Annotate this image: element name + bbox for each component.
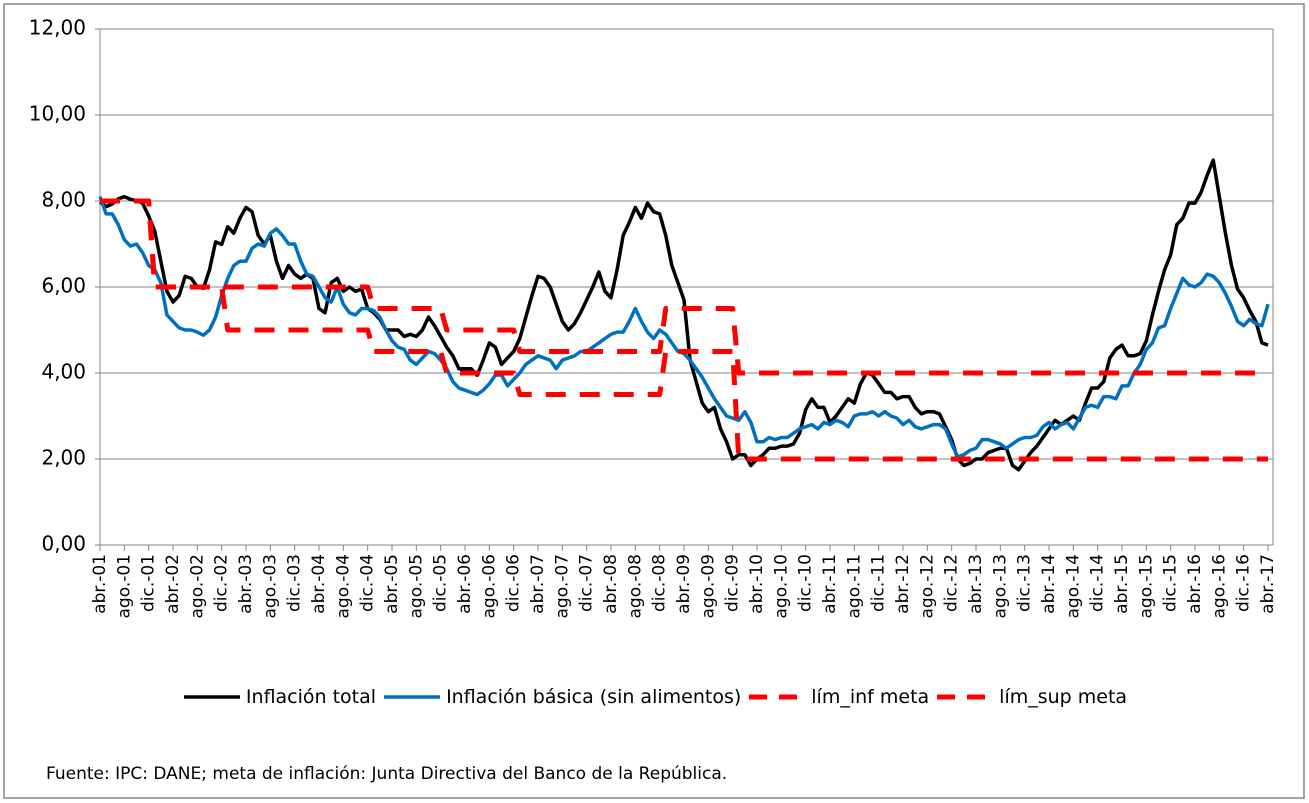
- chart-border: [3, 3, 1305, 799]
- x-tick-label: dic.-16: [1234, 554, 1254, 612]
- x-tick-label: dic.-07: [577, 554, 597, 612]
- y-tick-label: 10,00: [29, 102, 86, 126]
- x-tick-label: dic.-02: [212, 554, 232, 612]
- x-tick-label: abr.-04: [309, 554, 329, 614]
- x-tick-label: ago.-06: [479, 554, 499, 618]
- legend-item: lím_inf meta: [747, 686, 929, 708]
- x-tick-label: ago.-08: [625, 554, 645, 618]
- x-tick-label: ago.-11: [844, 554, 864, 618]
- x-tick-label: abr.-14: [1039, 554, 1059, 614]
- legend-swatch: [384, 695, 441, 699]
- y-tick-label: 12,00: [29, 16, 86, 40]
- x-tick-label: abr.-11: [820, 554, 840, 614]
- x-tick-label: ago.-03: [260, 554, 280, 618]
- legend-item: Inflación total: [182, 686, 376, 708]
- x-tick-label: ago.-15: [1136, 554, 1156, 618]
- x-tick-label: dic.-14: [1088, 554, 1108, 612]
- legend-label: Inflación total: [245, 686, 377, 708]
- legend-swatch: [937, 694, 994, 700]
- y-tick-label: 8,00: [41, 188, 86, 212]
- x-tick-label: abr.-17: [1258, 554, 1278, 614]
- legend-swatch: [183, 695, 240, 699]
- x-tick-label: abr.-12: [893, 554, 913, 614]
- x-tick-label: ago.-05: [406, 554, 426, 618]
- y-tick-label: 2,00: [41, 446, 86, 470]
- x-tick-label: dic.-08: [650, 554, 670, 612]
- series-line: [98, 196, 1270, 459]
- x-tick-label: abr.-06: [455, 554, 475, 614]
- x-tick-label: abr.-16: [1185, 554, 1205, 614]
- x-tick-label: dic.-13: [1015, 554, 1035, 612]
- x-tick-label: dic.-10: [796, 554, 816, 612]
- x-tick-label: ago.-04: [333, 554, 353, 618]
- series-line: [100, 198, 1268, 462]
- x-tick-label: abr.-10: [747, 554, 767, 614]
- x-tick-label: dic.-05: [431, 554, 451, 612]
- x-tick-label: abr.-08: [601, 554, 621, 614]
- x-tick-label: ago.-01: [114, 554, 134, 618]
- x-tick-label: ago.-09: [698, 554, 718, 618]
- legend-item: lím_sup meta: [935, 686, 1127, 708]
- legend-label: lím_inf meta: [811, 686, 930, 708]
- x-tick-label: dic.-09: [723, 554, 743, 612]
- y-tick-label: 6,00: [41, 274, 86, 298]
- x-tick-label: ago.-10: [771, 554, 791, 618]
- x-tick-label: dic.-12: [942, 554, 962, 612]
- x-tick-label: abr.-05: [382, 554, 402, 614]
- x-tick-label: abr.-03: [236, 554, 256, 614]
- y-tick-label: 4,00: [41, 360, 86, 384]
- source-note: Fuente: IPC: DANE; meta de inflación: Ju…: [46, 764, 728, 784]
- series-line: [100, 198, 1268, 376]
- y-tick-label: 0,00: [41, 532, 86, 556]
- series-line: [98, 158, 1269, 472]
- x-tick-label: abr.-07: [528, 554, 548, 614]
- x-tick-label: ago.-07: [552, 554, 572, 618]
- x-tick-label: ago.-02: [187, 554, 207, 618]
- x-tick-label: dic.-15: [1161, 554, 1181, 612]
- x-tick-label: abr.-09: [674, 554, 694, 614]
- x-tick-label: abr.-13: [966, 554, 986, 614]
- x-tick-label: abr.-02: [163, 554, 183, 614]
- x-tick-label: abr.-15: [1112, 554, 1132, 614]
- legend-label: Inflación básica (sin alimentos): [446, 686, 742, 708]
- x-tick-label: ago.-16: [1209, 554, 1229, 618]
- x-tick-label: ago.-12: [917, 554, 937, 618]
- x-tick-label: dic.-11: [869, 554, 889, 612]
- x-tick-label: dic.-01: [139, 554, 159, 612]
- x-tick-label: abr.-01: [90, 554, 110, 614]
- x-tick-label: ago.-14: [1063, 554, 1083, 618]
- x-tick-label: ago.-13: [990, 554, 1010, 618]
- x-tick-label: dic.-03: [285, 554, 305, 612]
- x-tick-label: dic.-04: [358, 554, 378, 612]
- legend-swatch: [749, 694, 806, 700]
- legend: Inflación total Inflación básica (sin ali…: [0, 686, 1309, 708]
- legend-item: Inflación básica (sin alimentos): [382, 686, 741, 708]
- legend-label: lím_sup meta: [999, 686, 1128, 708]
- x-tick-label: dic.-06: [504, 554, 524, 612]
